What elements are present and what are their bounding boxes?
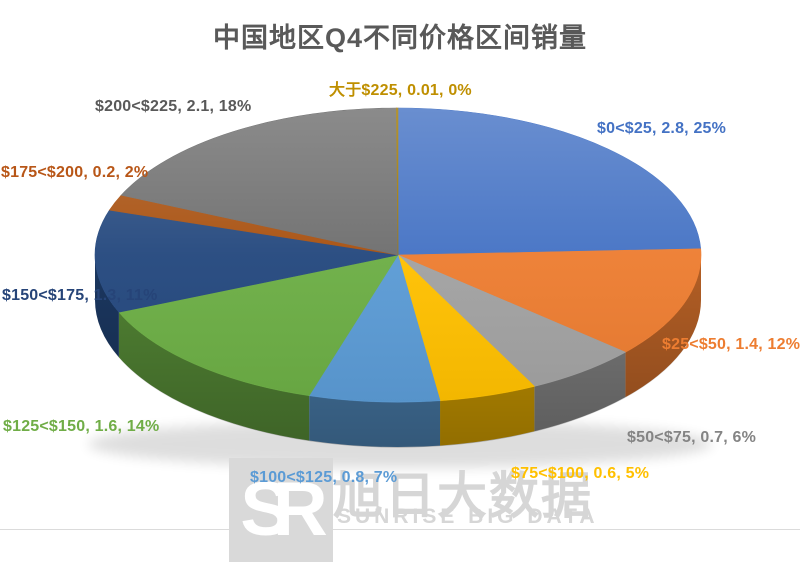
pie-label-7: $175<$200, 0.2, 2% [1,164,149,181]
pie-label-4: $100<$125, 0.8, 7% [250,469,398,486]
pie-label-9: 大于$225, 0.01, 0% [329,82,472,99]
pie-label-5: $125<$150, 1.6, 14% [3,418,160,435]
pie-wall-shading [95,255,702,448]
chart-title: 中国地区Q4不同价格区间销量 [212,23,588,53]
bottom-divider [0,529,800,530]
pie-label-8: $200<$225, 2.1, 18% [95,98,252,115]
pie-label-0: $0<$25, 2.8, 25% [597,120,727,137]
pie-chart[interactable] [0,0,800,535]
pie-label-1: $25<$50, 1.4, 12% [662,336,800,353]
pie-label-3: $75<$100, 0.6, 5% [511,465,650,482]
pie-label-6: $150<$175, 1.3, 11% [2,287,158,304]
pie-label-2: $50<$75, 0.7, 6% [627,429,757,446]
pie-overlays [95,108,702,448]
pie-top-sheen [95,108,701,402]
